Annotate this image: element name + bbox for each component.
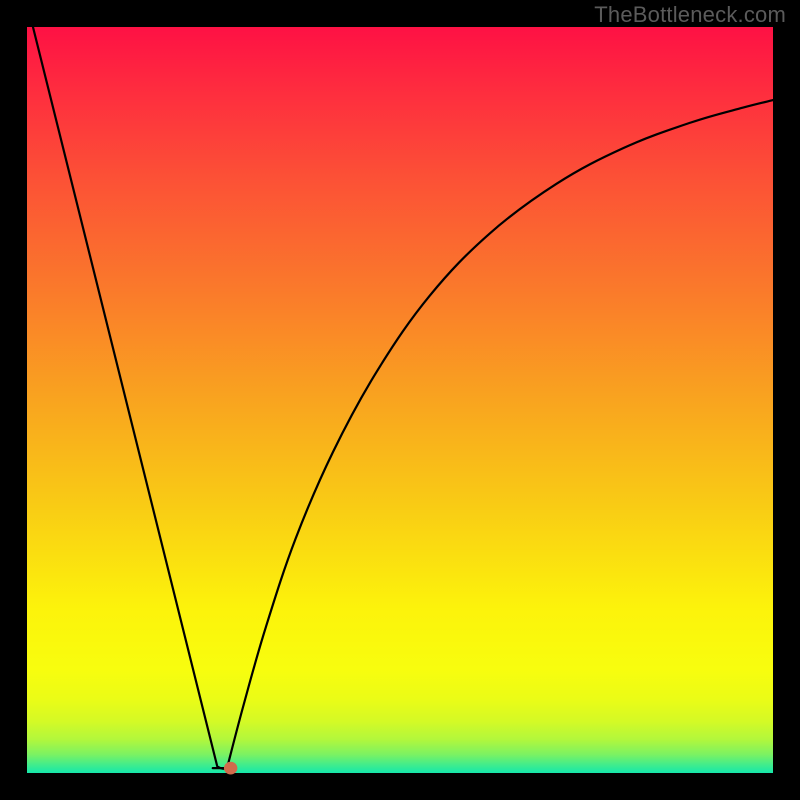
watermark-text: TheBottleneck.com	[594, 2, 786, 28]
optimum-marker	[224, 762, 237, 775]
bottleneck-chart	[0, 0, 800, 800]
gradient-background	[27, 27, 773, 773]
